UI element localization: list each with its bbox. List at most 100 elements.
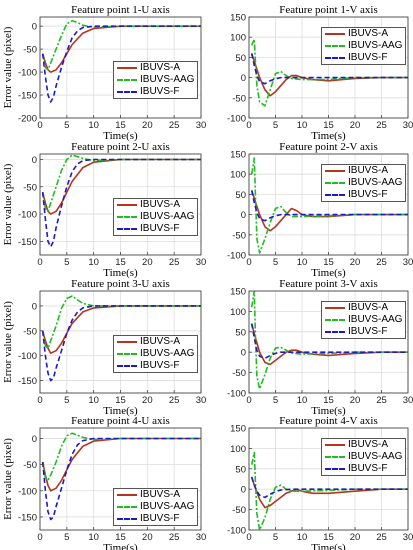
legend-label: IBUVS-F bbox=[348, 189, 388, 200]
y-tick-label: 150 bbox=[230, 13, 246, 24]
series-line bbox=[250, 53, 408, 85]
y-axis-label: Error value (pixel) bbox=[2, 301, 14, 383]
legend-swatch bbox=[325, 331, 345, 333]
x-tick-label: 25 bbox=[376, 532, 387, 543]
legend-label: IBUVS-A bbox=[140, 336, 181, 347]
legend-label: IBUVS-AAG bbox=[140, 211, 195, 222]
chart-title: Feature point 1-U axis bbox=[71, 4, 170, 16]
chart-title: Feature point 4-V axis bbox=[279, 415, 377, 427]
x-tick-label: 0 bbox=[37, 257, 42, 268]
legend-swatch bbox=[325, 319, 345, 321]
y-tick-label: 50 bbox=[235, 327, 246, 338]
y-axis-label: Error value (pixel) bbox=[2, 26, 14, 108]
legend-label: IBUVS-AAG bbox=[348, 177, 403, 188]
y-tick-label: 0 bbox=[241, 73, 246, 84]
x-tick-label: 15 bbox=[115, 395, 126, 406]
chart-legend: IBUVS-A IBUVS-AAG IBUVS-F bbox=[113, 198, 199, 236]
x-tick-label: 5 bbox=[64, 120, 69, 131]
x-tick-label: 15 bbox=[115, 257, 126, 268]
y-tick-label: 100 bbox=[230, 170, 246, 181]
legend-label: IBUVS-A bbox=[140, 489, 181, 500]
chart-legend: IBUVS-A IBUVS-AAG IBUVS-F bbox=[321, 301, 407, 339]
x-tick-label: 15 bbox=[115, 120, 126, 131]
y-tick-label: 150 bbox=[230, 424, 246, 435]
chart-legend: IBUVS-A IBUVS-AAG IBUVS-F bbox=[321, 27, 407, 65]
y-tick-label: -50 bbox=[232, 93, 246, 104]
x-tick-label: 20 bbox=[142, 395, 153, 406]
y-tick-label: -50 bbox=[23, 45, 37, 56]
x-tick-label: 5 bbox=[273, 120, 278, 131]
x-tick-label: 25 bbox=[169, 395, 180, 406]
y-tick-label: -100 bbox=[18, 351, 37, 362]
legend-swatch bbox=[117, 506, 137, 508]
x-tick-label: 5 bbox=[273, 257, 278, 268]
legend-swatch bbox=[325, 182, 345, 184]
series-line bbox=[41, 154, 201, 213]
legend-label: IBUVS-F bbox=[140, 86, 180, 97]
x-tick-label: 5 bbox=[273, 395, 278, 406]
x-tick-label: 15 bbox=[323, 120, 334, 131]
legend-label: IBUVS-AAG bbox=[140, 348, 195, 359]
legend-entry: IBUVS-AAG bbox=[117, 501, 194, 513]
legend-swatch bbox=[117, 204, 137, 206]
x-tick-label: 20 bbox=[142, 120, 153, 131]
legend-label: IBUVS-AAG bbox=[140, 501, 195, 512]
x-axis-label: Time(s) bbox=[311, 405, 346, 417]
legend-entry: IBUVS-A bbox=[325, 28, 402, 40]
x-axis-label: Time(s) bbox=[103, 130, 138, 142]
x-tick-label: 10 bbox=[297, 395, 308, 406]
x-tick-label: 10 bbox=[297, 532, 308, 543]
chart-8: 0 5 10 15 20 25 30 -100 -50 0 50 100 150 Feature poin… bbox=[227, 415, 413, 550]
chart-legend: IBUVS-A IBUVS-AAG IBUVS-F bbox=[113, 61, 199, 99]
series-line bbox=[41, 305, 201, 382]
y-tick-label: -50 bbox=[23, 460, 37, 471]
y-tick-label: -100 bbox=[227, 251, 246, 262]
series-line bbox=[41, 158, 201, 248]
legend-label: IBUVS-AAG bbox=[348, 451, 403, 462]
y-tick-label: -150 bbox=[18, 376, 37, 387]
y-tick-label: 0 bbox=[241, 485, 246, 496]
x-tick-label: 0 bbox=[246, 532, 251, 543]
legend-entry: IBUVS-F bbox=[117, 223, 194, 235]
chart-legend: IBUVS-A IBUVS-AAG IBUVS-F bbox=[321, 164, 407, 202]
legend-entry: IBUVS-A bbox=[325, 439, 402, 451]
legend-swatch bbox=[325, 468, 345, 470]
chart-legend: IBUVS-A IBUVS-AAG IBUVS-F bbox=[321, 438, 407, 476]
legend-entry: IBUVS-F bbox=[325, 463, 402, 475]
y-tick-label: 150 bbox=[230, 287, 246, 298]
x-tick-label: 20 bbox=[142, 532, 153, 543]
legend-swatch bbox=[325, 33, 345, 35]
legend-entry: IBUVS-F bbox=[325, 52, 402, 64]
y-tick-label: 100 bbox=[230, 33, 246, 44]
legend-swatch bbox=[117, 67, 137, 69]
chart-title: Feature point 2-U axis bbox=[71, 141, 170, 153]
legend-label: IBUVS-F bbox=[140, 360, 180, 371]
y-tick-label: -100 bbox=[227, 114, 246, 125]
legend-entry: IBUVS-F bbox=[117, 513, 194, 525]
y-tick-label: -150 bbox=[18, 91, 37, 102]
chart-title: Feature point 4-U axis bbox=[71, 415, 170, 427]
chart-legend: IBUVS-A IBUVS-AAG IBUVS-F bbox=[113, 335, 199, 373]
legend-label: IBUVS-F bbox=[348, 52, 388, 63]
x-tick-label: 15 bbox=[323, 257, 334, 268]
x-tick-label: 0 bbox=[37, 120, 42, 131]
chart-7: 0 5 10 15 20 25 30 -150 -100 -50 0 Feature point 4-… bbox=[2, 415, 206, 550]
legend-label: IBUVS-F bbox=[140, 513, 180, 524]
legend-entry: IBUVS-F bbox=[117, 360, 194, 372]
legend-entry: IBUVS-AAG bbox=[325, 177, 402, 189]
legend-label: IBUVS-AAG bbox=[140, 74, 195, 85]
x-tick-label: 20 bbox=[350, 257, 361, 268]
legend-swatch bbox=[325, 456, 345, 458]
x-tick-label: 30 bbox=[403, 120, 413, 131]
legend-entry: IBUVS-F bbox=[117, 86, 194, 98]
y-tick-label: -150 bbox=[18, 512, 37, 523]
legend-entry: IBUVS-F bbox=[325, 189, 402, 201]
x-tick-label: 10 bbox=[88, 120, 99, 131]
legend-label: IBUVS-AAG bbox=[348, 40, 403, 51]
legend-swatch bbox=[325, 194, 345, 196]
y-tick-label: -50 bbox=[23, 326, 37, 337]
x-tick-label: 25 bbox=[376, 120, 387, 131]
x-tick-label: 30 bbox=[196, 120, 207, 131]
legend-swatch bbox=[117, 91, 137, 93]
y-tick-label: 0 bbox=[241, 210, 246, 221]
